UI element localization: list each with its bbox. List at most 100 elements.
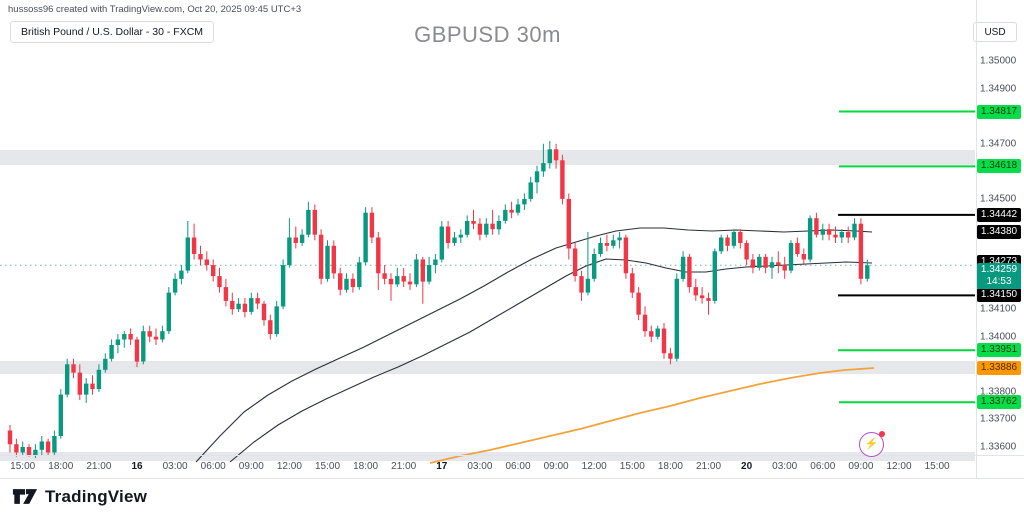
price-axis-separator	[976, 0, 977, 478]
ma-lower-line	[229, 258, 873, 463]
price-tick-1.33600: 1.33600	[980, 441, 1017, 453]
candle-body	[604, 243, 610, 246]
candle-body	[852, 223, 857, 238]
candle-body	[325, 245, 330, 279]
price-tick-1.34900: 1.34900	[980, 83, 1017, 95]
time-tick-12:00: 12:00	[886, 461, 912, 472]
time-tick-12:00: 12:00	[581, 461, 607, 472]
candle-body	[382, 273, 387, 279]
candle-body	[261, 303, 267, 321]
candle-body	[712, 251, 717, 301]
candle-body	[623, 237, 629, 274]
ma-orange-line	[429, 367, 875, 464]
ma-upper-line	[195, 227, 873, 463]
time-tick-09:00: 09:00	[848, 461, 874, 472]
time-tick-03:00: 03:00	[162, 461, 188, 472]
candle-body	[134, 339, 140, 362]
candle-body	[611, 240, 616, 246]
time-tick-06:00: 06:00	[810, 461, 836, 472]
candle-body	[706, 298, 711, 301]
zone-band	[0, 361, 975, 374]
candle-body	[826, 229, 832, 235]
price-label-1.33886: 1.33886	[977, 361, 1021, 376]
candle-body	[255, 298, 260, 304]
candle-body	[230, 300, 235, 310]
zone-band	[0, 452, 975, 461]
candle-body	[299, 234, 305, 243]
candle-body	[807, 218, 813, 260]
candle-body	[420, 259, 425, 282]
candle-body	[122, 334, 127, 340]
candle-body	[553, 149, 559, 161]
candle-body	[719, 237, 724, 252]
candle-body	[763, 256, 768, 268]
candle-body	[388, 278, 394, 285]
candle-body	[445, 226, 451, 243]
current-price-label: 1.34259 14:53	[977, 263, 1021, 290]
candle-body	[757, 256, 762, 268]
zone-band	[0, 150, 975, 165]
candle-body	[572, 248, 578, 277]
price-label-1.33951: 1.33951	[977, 343, 1021, 358]
time-tick-09:00: 09:00	[543, 461, 569, 472]
quick-alert-button[interactable]: ⚡	[859, 431, 885, 457]
price-label-1.33762: 1.33762	[977, 395, 1021, 410]
candle-body	[103, 358, 108, 370]
time-tick-15:00: 15:00	[924, 461, 950, 472]
candle-body	[680, 256, 686, 279]
candle-body	[52, 436, 57, 453]
candle-body	[528, 182, 533, 199]
candle-body	[687, 256, 692, 288]
candle-body	[147, 331, 152, 337]
symbol-legend[interactable]: British Pound / U.S. Dollar - 30 - FXCM	[10, 21, 215, 43]
time-tick-06:00: 06:00	[505, 461, 531, 472]
candle-body	[750, 259, 756, 268]
candle-body	[668, 353, 673, 359]
time-tick-18:00: 18:00	[48, 461, 74, 472]
candle-body	[376, 237, 381, 274]
candle-body	[14, 444, 19, 453]
candle-body	[90, 383, 95, 390]
candle-body	[39, 441, 44, 450]
time-tick-18:00: 18:00	[353, 461, 379, 472]
candle-body	[191, 237, 197, 254]
time-tick-21:00: 21:00	[391, 461, 417, 472]
candle-body	[617, 237, 622, 241]
candle-body	[318, 234, 324, 279]
candle-body	[395, 276, 400, 285]
chart-title: GBPUSD 30m	[414, 22, 561, 47]
candle-body	[452, 237, 457, 243]
candle-body	[661, 328, 667, 354]
candle-body	[287, 237, 292, 266]
candle-body	[560, 160, 565, 199]
currency-usd-button[interactable]: USD	[973, 22, 1017, 42]
candle-body	[725, 237, 730, 246]
candle-body	[242, 303, 248, 312]
price-label-1.34380: 1.34380	[977, 225, 1021, 239]
candle-body	[198, 254, 203, 260]
tradingview-logo[interactable]: TradingView	[12, 486, 147, 507]
time-tick-17: 17	[436, 461, 448, 472]
candle-body	[153, 336, 159, 340]
candle-body	[109, 345, 114, 359]
candle-body	[592, 254, 597, 279]
current-price-value: 1.34259	[980, 264, 1018, 276]
price-tick-1.34500: 1.34500	[980, 193, 1017, 205]
candle-body	[655, 328, 660, 337]
candle-body	[484, 223, 489, 235]
candle-body	[77, 372, 82, 395]
candle-body	[433, 259, 438, 265]
candle-body	[649, 331, 654, 337]
bar-countdown: 14:53	[986, 276, 1012, 288]
candle-body	[642, 314, 648, 332]
candle-body	[801, 254, 806, 260]
candle-body	[795, 243, 800, 254]
time-tick-09:00: 09:00	[238, 461, 264, 472]
candle-body	[630, 273, 635, 293]
notification-dot	[879, 431, 885, 437]
candle-body	[306, 209, 311, 235]
candle-body	[236, 303, 241, 310]
candle-body	[636, 292, 641, 315]
candle-body	[566, 198, 571, 249]
